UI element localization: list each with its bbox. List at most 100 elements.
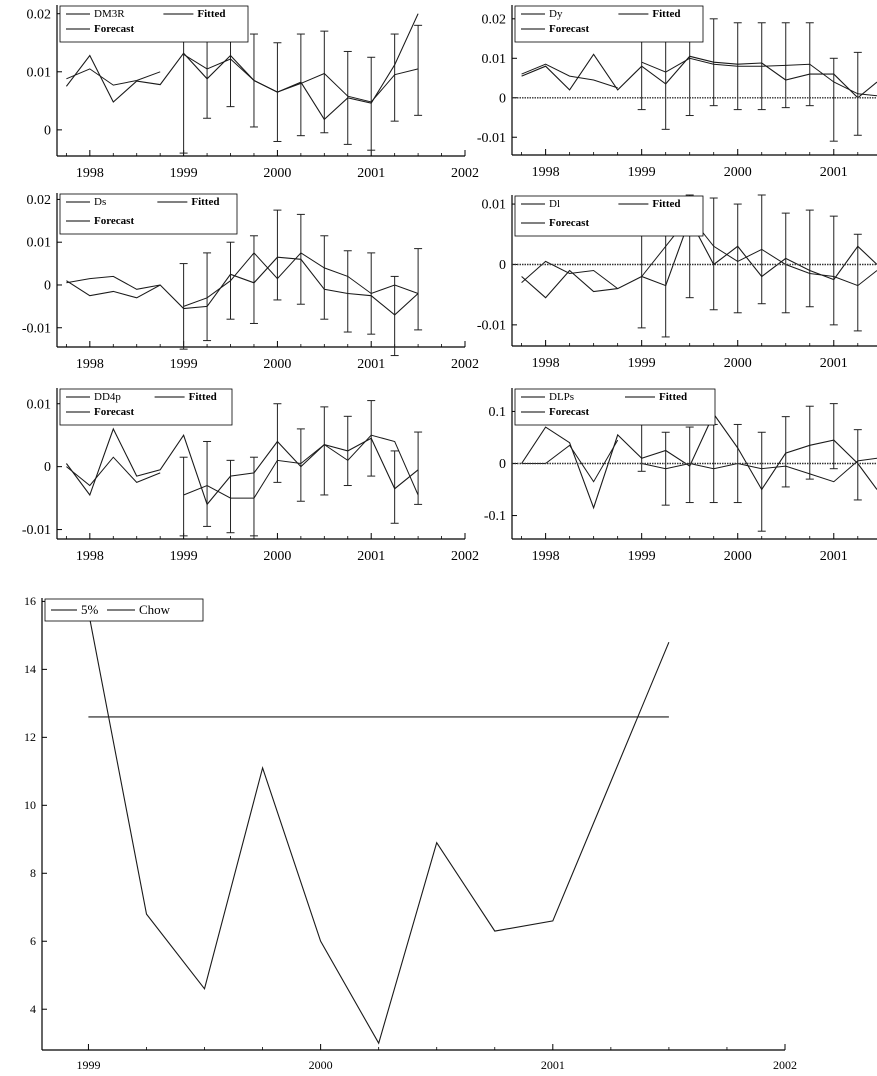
chart-panel-dd4p: -0.01 0 0.01 1998 1999 2000 2001 2002 DD4p Fitted… — [22, 388, 479, 564]
x-tick-label: 1998 — [532, 549, 560, 564]
x-tick-label: 1999 — [170, 549, 198, 564]
y-tick-label: 0 — [499, 457, 506, 472]
x-tick-label: 2001 — [357, 549, 385, 564]
y-tick-label: 14 — [24, 662, 36, 676]
y-tick-label: 0 — [499, 258, 506, 273]
y-tick-label: 0.1 — [489, 405, 507, 420]
legend-entry: 5% — [81, 602, 99, 617]
x-tick-label: 2001 — [820, 165, 848, 180]
y-tick-label: -0.01 — [22, 321, 51, 336]
series-line-forecast — [641, 57, 877, 97]
legend-box — [514, 195, 704, 237]
x-tick-label: 2000 — [724, 356, 752, 371]
series-line-dd4p — [65, 427, 419, 506]
x-tick-label: 2001 — [357, 357, 385, 372]
legend-entry: Fitted — [652, 198, 680, 210]
series-line-forecast — [183, 53, 419, 103]
x-tick-label: 1998 — [76, 357, 104, 372]
legend: Ds Fitted Forecast — [59, 193, 238, 235]
legend-entry: Fitted — [652, 8, 680, 20]
y-tick-label: 6 — [30, 934, 36, 948]
series-line-forecast — [641, 457, 877, 483]
legend-entry: Dy — [549, 8, 563, 20]
legend-entry: Dl — [549, 198, 560, 210]
y-tick-label: 0 — [44, 279, 51, 294]
legend: DLPs Fitted Forecast — [514, 388, 716, 426]
y-tick-label: 16 — [24, 594, 36, 608]
x-tick-label: 1998 — [532, 356, 560, 371]
legend: DD4p Fitted Forecast — [59, 388, 233, 426]
x-tick-label: 2002 — [451, 549, 479, 564]
y-tick-label: 12 — [24, 730, 36, 744]
legend-box — [514, 5, 704, 43]
legend-box — [59, 388, 233, 426]
legend-entry: Chow — [139, 602, 171, 617]
legend-entry: DLPs — [549, 391, 574, 403]
legend-entry: Fitted — [189, 391, 217, 403]
legend: Dl Fitted Forecast — [514, 195, 704, 237]
y-tick-label: 8 — [30, 866, 36, 880]
y-tick-label: 0 — [44, 460, 51, 475]
x-tick-label: 1999 — [170, 357, 198, 372]
y-tick-label: 10 — [24, 798, 36, 812]
legend-entry: Forecast — [94, 406, 134, 418]
x-tick-label: 2000 — [263, 166, 291, 181]
x-tick-label: 2001 — [357, 166, 385, 181]
legend: DM3R Fitted Forecast — [59, 5, 249, 43]
legend-entry: Fitted — [197, 8, 225, 20]
x-tick-label: 2000 — [263, 357, 291, 372]
x-tick-label: 2002 — [451, 166, 479, 181]
legend-box — [59, 193, 238, 235]
y-tick-label: -0.1 — [484, 509, 506, 524]
y-tick-label: 0.01 — [482, 198, 507, 213]
x-tick-label: 1999 — [628, 549, 656, 564]
x-tick-label: 1998 — [76, 166, 104, 181]
chart-panel-ds: -0.01 0 0.01 0.02 1998 1999 2000 2001 2002 Ds Fitt… — [22, 193, 479, 372]
legend-entry: Ds — [94, 196, 106, 208]
y-tick-label: 0.01 — [482, 52, 507, 67]
x-tick-label: 2001 — [820, 549, 848, 564]
legend-entry: Forecast — [94, 215, 134, 227]
series-line-fitted — [66, 456, 161, 487]
chart-panel-dy: -0.01 0 0.01 0.02 1998 1999 2000 2001 Dy Fitted Fo… — [477, 5, 877, 180]
legend-entry: Forecast — [549, 217, 589, 229]
x-tick-label: 2000 — [309, 1058, 333, 1072]
x-tick-label: 1999 — [170, 166, 198, 181]
y-tick-label: 0 — [44, 123, 51, 138]
series-line-dlps — [521, 412, 877, 510]
legend-entry: Fitted — [191, 196, 219, 208]
series-line-fitted — [66, 275, 161, 290]
legend-box — [59, 5, 249, 43]
y-tick-label: 0.01 — [27, 236, 52, 251]
y-tick-label: -0.01 — [477, 131, 506, 146]
chart-panel-dm3r: 0 0.01 0.02 1998 1999 2000 2001 2002 DM3R Fitted F… — [27, 5, 479, 181]
chart-panel-dl: -0.01 0 0.01 1998 1999 2000 2001 Dl Fitted Foreca… — [477, 194, 877, 371]
legend-entry: Forecast — [549, 23, 589, 35]
legend: Dy Fitted Forecast — [514, 5, 704, 43]
y-tick-label: -0.01 — [477, 318, 506, 333]
x-tick-label: 1999 — [76, 1058, 100, 1072]
x-tick-label: 2000 — [724, 549, 752, 564]
x-tick-label: 1998 — [532, 165, 560, 180]
series-line-dm3r — [65, 13, 419, 121]
series-line-fitted — [521, 439, 619, 483]
legend-entry: DM3R — [94, 8, 125, 20]
x-tick-label: 1998 — [76, 549, 104, 564]
x-tick-label: 2002 — [773, 1058, 797, 1072]
y-tick-label: 0.02 — [27, 7, 52, 22]
x-tick-label: 2001 — [820, 356, 848, 371]
y-tick-label: 0.01 — [27, 397, 52, 412]
legend-entry: Forecast — [94, 23, 134, 35]
series-line-fitted — [521, 63, 618, 89]
legend-entry: DD4p — [94, 391, 121, 403]
series-line-forecast — [183, 434, 419, 499]
series-line-ds — [66, 256, 419, 316]
y-tick-label: 0.02 — [482, 12, 507, 27]
legend: 5% Chow — [44, 598, 204, 622]
y-tick-label: 0 — [499, 91, 506, 106]
x-tick-label: 1999 — [628, 356, 656, 371]
chart-panel-dlps: -0.1 0 0.1 1998 1999 2000 2001 DLPs Fitted Foreca… — [484, 388, 877, 564]
series-line-fitted — [66, 68, 161, 86]
legend-box — [514, 388, 716, 426]
